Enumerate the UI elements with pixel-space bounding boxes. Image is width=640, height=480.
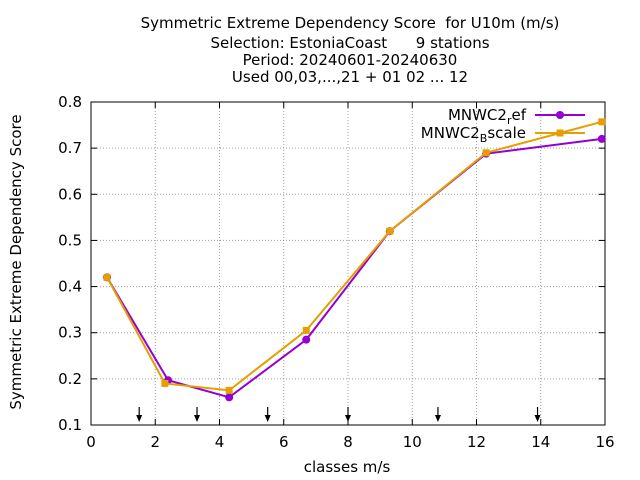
series-MNWC2_ref (103, 134, 606, 402)
legend-label: MNWC2ref (448, 106, 527, 127)
class-boundary-arrow (194, 407, 201, 422)
data-point (302, 335, 311, 344)
y-tick-label: 0.8 (58, 93, 82, 111)
y-tick-label: 0.3 (58, 324, 82, 342)
series-MNWC2_Bscale (103, 118, 606, 394)
data-point (597, 134, 606, 143)
series-layer (103, 118, 606, 402)
legend-marker (556, 129, 564, 137)
class-boundary-arrow (434, 407, 441, 422)
y-tick-label: 0.5 (58, 231, 82, 249)
title-line-3: Period: 20240601-20240630 (242, 51, 458, 69)
data-point (302, 326, 310, 334)
x-tick-label: 12 (467, 433, 486, 451)
title-line-1: Symmetric Extreme Dependency Score for U… (140, 14, 560, 32)
data-point (225, 393, 234, 402)
arrow-head (534, 415, 541, 422)
x-tick-label: 10 (403, 433, 422, 451)
y-tick-label: 0.1 (58, 416, 82, 434)
series-line (106, 120, 603, 392)
legend-marker (556, 111, 564, 119)
x-tick-label: 8 (343, 433, 353, 451)
title-line-2: Selection: EstoniaCoast 9 stations (210, 34, 490, 52)
x-tick-label: 0 (86, 433, 96, 451)
data-point (225, 386, 233, 394)
y-tick-label: 0.2 (58, 370, 82, 388)
data-point (161, 379, 169, 387)
x-tick-label: 6 (279, 433, 289, 451)
legend-entry: MNWC2Bscale (421, 124, 585, 145)
x-tick-label: 14 (531, 433, 550, 451)
series-line (106, 137, 602, 399)
class-boundary-arrow (136, 407, 143, 422)
arrow-head (345, 415, 351, 422)
arrow-head (136, 415, 143, 422)
data-point (482, 149, 490, 157)
arrow-head (264, 415, 271, 422)
y-tick-label: 0.6 (58, 185, 82, 203)
x-tick-label: 4 (215, 433, 225, 451)
data-point (598, 118, 606, 126)
data-point (386, 227, 394, 235)
class-boundary-arrow (534, 407, 541, 422)
legend-entry: MNWC2ref (448, 106, 585, 127)
y-tick-label: 0.7 (58, 139, 82, 157)
title-line-4: Used 00,03,...,21 + 01 02 ... 12 (231, 68, 469, 86)
x-tick-label: 2 (150, 433, 160, 451)
x-tick-label: 16 (595, 433, 614, 451)
arrow-head (434, 415, 441, 422)
arrow-head (194, 415, 201, 422)
data-point (103, 273, 111, 281)
legend-label: MNWC2Bscale (421, 124, 526, 145)
x-axis-label: classes m/s (303, 458, 391, 476)
class-boundary-arrow (345, 407, 351, 422)
axes: 0.1 0.2 0.3 0.4 0.5 0.6 0.7 0.8 0 2 4 6 8 10 12 14 16 (58, 93, 614, 451)
class-boundary-arrow (264, 407, 271, 422)
class-boundary-arrows (136, 407, 541, 422)
y-tick-label: 0.4 (58, 278, 82, 296)
